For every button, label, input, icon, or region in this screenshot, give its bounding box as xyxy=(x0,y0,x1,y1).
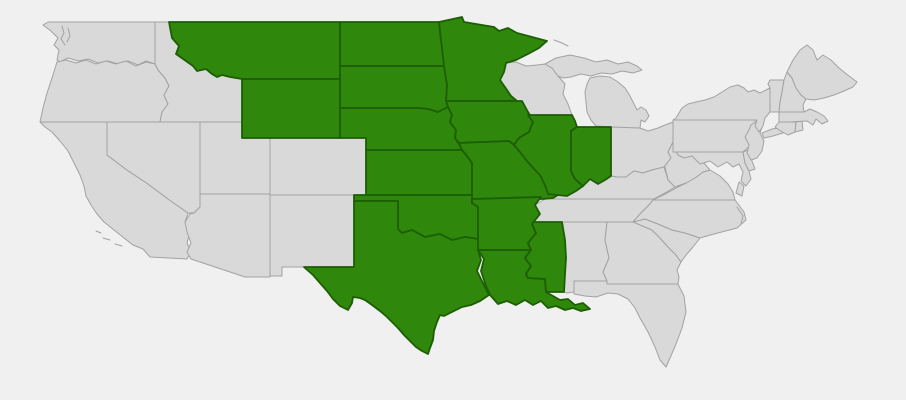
state-arizona[interactable] xyxy=(184,193,271,278)
state-massachusetts[interactable] xyxy=(778,108,829,126)
state-minnesota[interactable] xyxy=(438,16,548,102)
state-mississippi[interactable] xyxy=(524,221,567,293)
state-michigan[interactable] xyxy=(544,54,650,129)
state-texas[interactable] xyxy=(303,200,490,355)
coastal-details-layer xyxy=(60,25,744,247)
state-colorado[interactable] xyxy=(269,137,367,196)
outer-banks-line xyxy=(736,206,744,225)
isle-royale-island xyxy=(553,39,569,47)
state-north-dakota[interactable] xyxy=(339,21,445,67)
state-south-dakota[interactable] xyxy=(339,65,450,113)
state-kansas[interactable] xyxy=(365,149,473,196)
channel-islands xyxy=(95,230,123,247)
state-wyoming[interactable] xyxy=(241,78,341,139)
state-new-mexico[interactable] xyxy=(269,193,355,277)
state-rhode-island[interactable] xyxy=(794,120,804,133)
state-pennsylvania[interactable] xyxy=(672,119,758,153)
state-north-carolina[interactable] xyxy=(632,199,747,239)
state-oregon[interactable] xyxy=(39,59,170,123)
puget-sound-lines xyxy=(60,25,71,46)
state-washington[interactable] xyxy=(42,21,156,66)
states-layer xyxy=(39,16,858,368)
state-maine[interactable] xyxy=(786,44,858,101)
state-florida[interactable] xyxy=(573,280,687,368)
state-indiana[interactable] xyxy=(570,126,612,187)
